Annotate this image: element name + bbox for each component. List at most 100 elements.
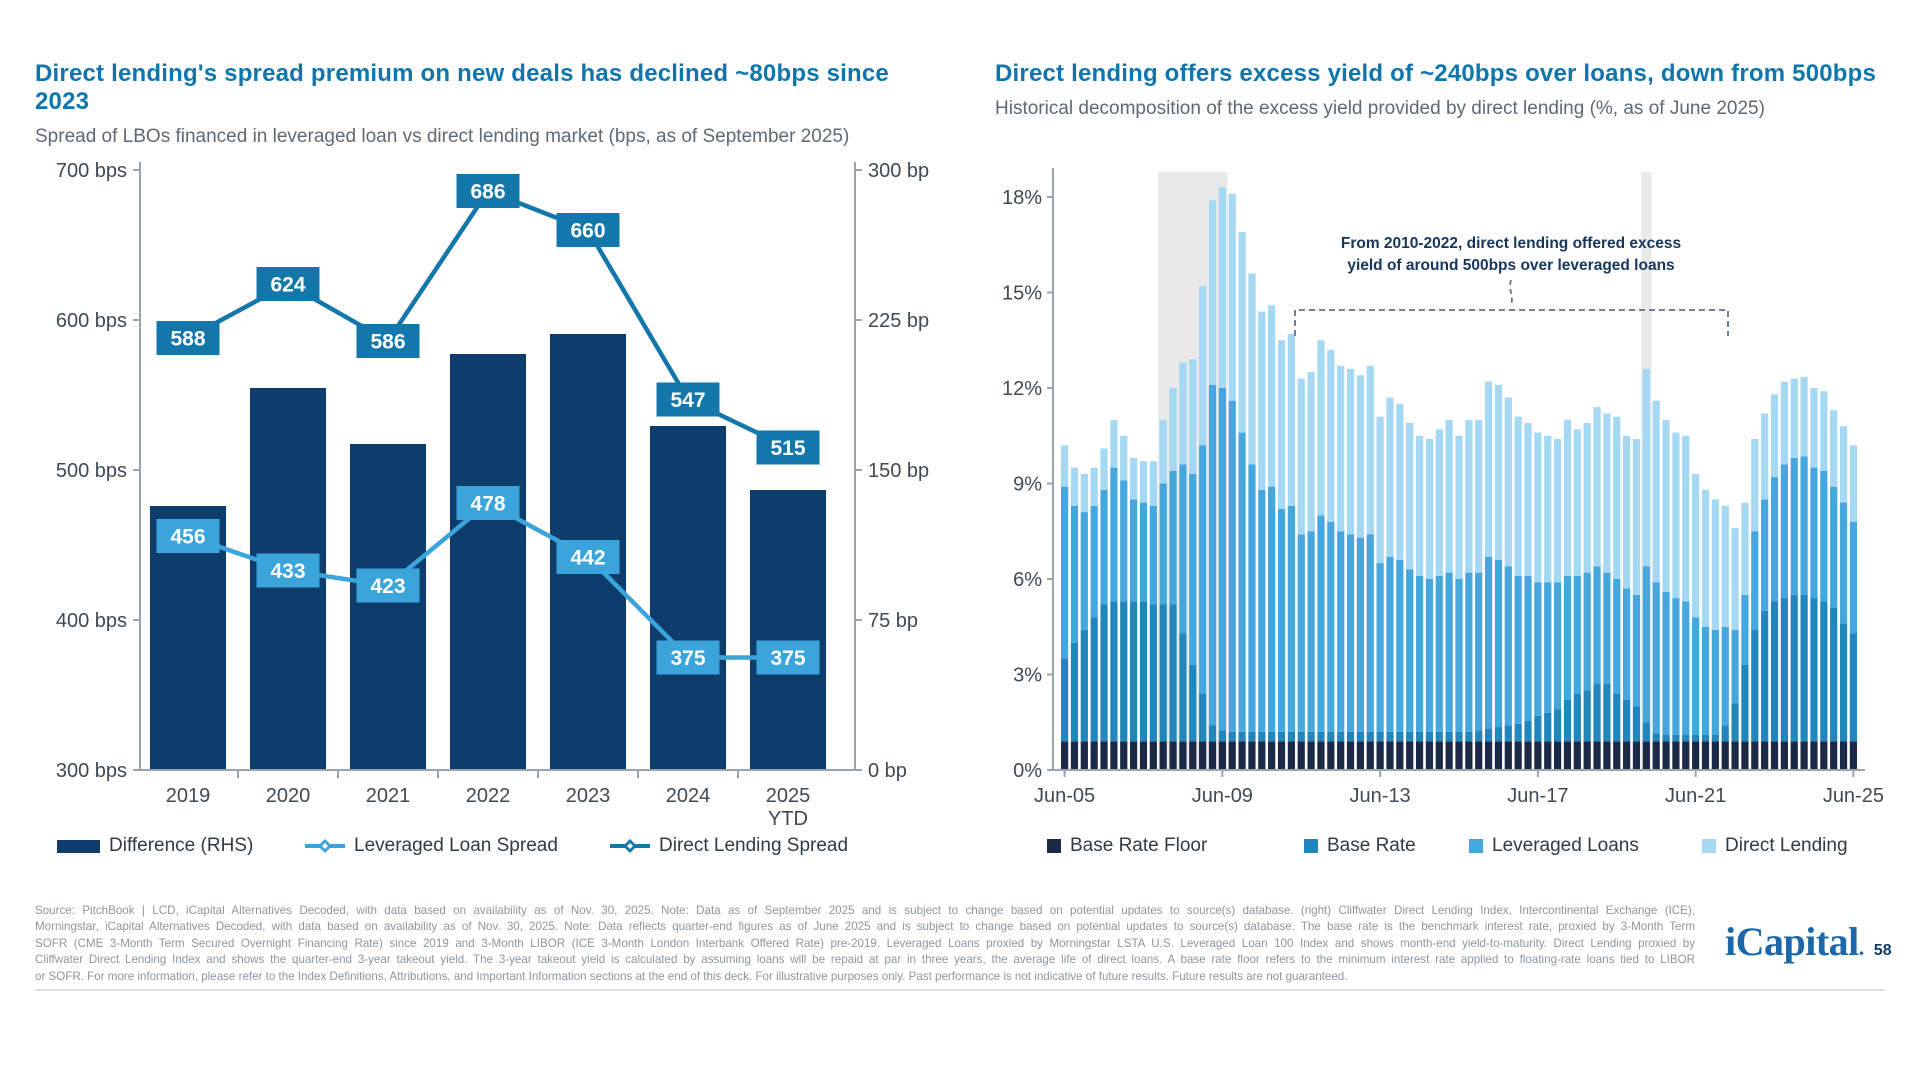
- data-label: 588: [156, 321, 220, 355]
- line-diamond-swatch: [610, 839, 650, 853]
- svg-text:Jun-09: Jun-09: [1192, 785, 1253, 807]
- data-label: 660: [556, 213, 620, 247]
- svg-text:75 bp: 75 bp: [868, 610, 918, 632]
- data-label: 586: [356, 324, 420, 358]
- data-label: 686: [456, 174, 520, 208]
- source-line: or SOFR. For more information, please re…: [35, 969, 1348, 983]
- left-chart-title: Direct lending's spread premium on new d…: [35, 60, 889, 115]
- legend-label: Leveraged Loans: [1492, 835, 1639, 856]
- left-chart-subtitle: Spread of LBOs financed in leveraged loa…: [35, 126, 850, 147]
- legend-label: Direct Lending Spread: [659, 835, 849, 856]
- legend-label: Base Rate Floor: [1070, 835, 1208, 856]
- difference-bars: [150, 334, 826, 770]
- svg-text:225 bp: 225 bp: [868, 310, 929, 332]
- svg-text:Jun-21: Jun-21: [1665, 785, 1726, 807]
- yield-decomposition-chart: 0% 3% 6% 9% 12% 15% 18% Jun-05 Jun-09 Jun-13 Jun-1…: [1002, 168, 1884, 807]
- svg-text:686: 686: [470, 181, 505, 204]
- svg-text:375: 375: [670, 647, 705, 670]
- data-label: 375: [656, 640, 720, 675]
- svg-text:2021: 2021: [366, 785, 411, 807]
- right-chart-section: Direct lending offers excess yield of ~2…: [995, 60, 1885, 856]
- svg-text:433: 433: [270, 560, 305, 583]
- svg-text:2024: 2024: [666, 785, 711, 807]
- svg-text:From 2010-2022, direct lending: From 2010-2022, direct lending offered e…: [1341, 235, 1681, 252]
- svg-text:456: 456: [170, 526, 205, 549]
- svg-text:YTD: YTD: [768, 808, 808, 830]
- svg-text:586: 586: [370, 331, 405, 354]
- data-label: 624: [256, 267, 320, 301]
- legend-label: Direct Lending: [1725, 835, 1848, 856]
- svg-text:660: 660: [570, 220, 605, 243]
- svg-text:500 bps: 500 bps: [56, 460, 127, 482]
- legend-item-difference: Difference (RHS): [57, 835, 253, 857]
- icapital-logo: iCapital.: [1725, 919, 1864, 964]
- svg-text:0%: 0%: [1013, 760, 1042, 782]
- legend-item-base-rate-floor: Base Rate Floor: [1047, 835, 1207, 857]
- source-line: Source: PitchBook | LCD, iCapital Altern…: [35, 904, 1695, 917]
- svg-text:300 bp: 300 bp: [868, 160, 929, 182]
- data-label: 515: [756, 430, 820, 465]
- svg-text:9%: 9%: [1013, 474, 1042, 496]
- left-chart-legend: Difference (RHS) Leveraged Loan Spread Dir…: [35, 835, 940, 867]
- right-chart-subtitle: Historical decomposition of the excess y…: [995, 98, 1765, 119]
- svg-text:423: 423: [370, 575, 405, 598]
- data-label: 478: [456, 486, 520, 520]
- series-swatch: [1702, 839, 1716, 853]
- legend-label: Difference (RHS): [109, 835, 254, 856]
- svg-text:0 bp: 0 bp: [868, 760, 907, 782]
- bottom-divider: [35, 989, 1885, 991]
- legend-item-leveraged-loans: Leveraged Loans: [1469, 835, 1639, 857]
- data-label: 442: [556, 540, 620, 574]
- svg-text:400 bps: 400 bps: [56, 610, 127, 632]
- brand-block: iCapital. 58: [1725, 918, 1892, 965]
- svg-text:3%: 3%: [1013, 665, 1042, 687]
- data-label: 433: [256, 553, 320, 588]
- svg-text:700 bps: 700 bps: [56, 160, 127, 182]
- source-line: Cliffwater Direct Lending Index and show…: [35, 953, 1695, 967]
- source-line: Morningstar, iCapital Alternatives Decod…: [35, 920, 1695, 934]
- svg-text:588: 588: [170, 328, 205, 351]
- data-label: 423: [356, 568, 420, 603]
- right-chart-legend: Base Rate Floor Base Rate Leveraged Loans D…: [995, 835, 1885, 867]
- svg-text:yield of around 500bps over le: yield of around 500bps over leveraged lo…: [1347, 257, 1674, 274]
- svg-text:375: 375: [770, 647, 805, 670]
- stacked-bars: [1061, 187, 1857, 770]
- svg-text:442: 442: [570, 547, 605, 570]
- svg-text:15%: 15%: [1002, 283, 1042, 305]
- series-swatch: [1304, 839, 1318, 853]
- svg-text:515: 515: [770, 437, 805, 460]
- series-swatch: [1047, 839, 1061, 853]
- svg-text:2023: 2023: [566, 785, 611, 807]
- spread-combo-chart: 700 bps 600 bps 500 bps 400 bps 300 bps 300 b…: [56, 160, 929, 830]
- right-chart-title: Direct lending offers excess yield of ~2…: [995, 60, 1877, 87]
- difference-swatch: [57, 839, 100, 853]
- series-swatch: [1469, 839, 1483, 853]
- legend-item-leveraged-loan-spread: Leveraged Loan Spread: [305, 835, 558, 857]
- svg-text:Jun-17: Jun-17: [1507, 785, 1568, 807]
- svg-text:Jun-05: Jun-05: [1034, 785, 1095, 807]
- svg-text:18%: 18%: [1002, 187, 1042, 209]
- svg-text:2025: 2025: [766, 785, 811, 807]
- svg-text:Jun-13: Jun-13: [1350, 785, 1411, 807]
- data-label: 456: [156, 519, 220, 553]
- annotation: From 2010-2022, direct lending offered e…: [1294, 235, 1729, 336]
- svg-text:478: 478: [470, 493, 505, 516]
- source-note: Source: PitchBook | LCD, iCapital Altern…: [35, 903, 1695, 985]
- page-number: 58: [1873, 942, 1892, 959]
- legend-item-direct-lending-spread: Direct Lending Spread: [610, 835, 848, 857]
- data-label: 547: [656, 382, 720, 417]
- source-line: SOFR (CME 3-Month Term Secured Overnight…: [35, 936, 1695, 950]
- legend-label: Base Rate: [1327, 835, 1416, 856]
- svg-text:2020: 2020: [266, 785, 311, 807]
- legend-item-direct-lending: Direct Lending: [1702, 835, 1848, 857]
- svg-text:624: 624: [270, 274, 305, 297]
- svg-text:2022: 2022: [466, 785, 511, 807]
- svg-text:600 bps: 600 bps: [56, 310, 127, 332]
- line-diamond-swatch: [305, 839, 345, 853]
- range-bracket: [1294, 309, 1729, 336]
- svg-text:2019: 2019: [166, 785, 211, 807]
- svg-text:547: 547: [670, 389, 705, 412]
- legend-item-base-rate: Base Rate: [1304, 835, 1416, 857]
- legend-label: Leveraged Loan Spread: [354, 835, 558, 856]
